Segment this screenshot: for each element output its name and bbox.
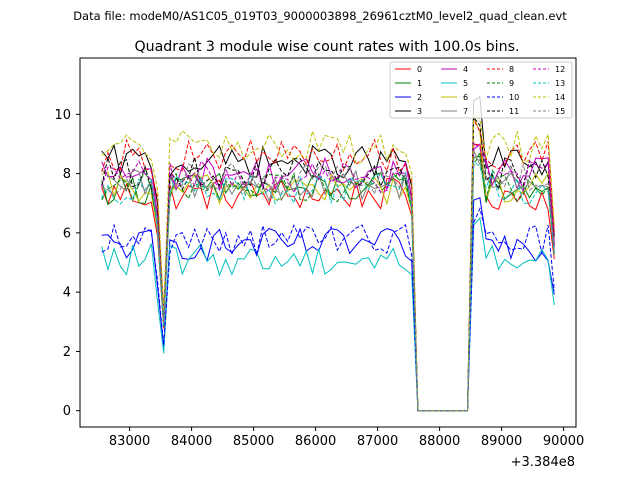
x-tick-label: 87000: [357, 434, 398, 449]
x-axis: 83000 84000 85000 86000 87000 88000 89000 90000: [109, 427, 584, 449]
legend-label-0: 0: [417, 65, 422, 74]
legend-label-15: 15: [555, 107, 565, 116]
series-line-10: [101, 206, 555, 412]
legend-label-14: 14: [555, 93, 565, 102]
legend-box: [389, 61, 573, 119]
suptitle: Data file: modeM0/AS1C05_019T03_90000038…: [73, 9, 567, 23]
legend-label-7: 7: [463, 107, 468, 116]
legend-label-8: 8: [509, 65, 514, 74]
series-line-2: [101, 197, 555, 412]
legend-label-3: 3: [417, 107, 422, 116]
series-line-5: [101, 216, 555, 412]
x-tick-label: 86000: [295, 434, 336, 449]
legend-label-1: 1: [417, 79, 422, 88]
x-tick-label: 83000: [109, 434, 150, 449]
series-lines: [101, 95, 555, 412]
y-axis: 0 2 4 6 8 10: [54, 108, 80, 419]
x-tick-label: 88000: [419, 434, 460, 449]
plot-area: [79, 57, 577, 428]
chart-title: Quadrant 3 module wise count rates with …: [134, 39, 519, 55]
legend-label-10: 10: [509, 93, 519, 102]
series-line-7: [101, 150, 555, 412]
x-tick-label: 89000: [481, 434, 522, 449]
x-tick-label: 85000: [233, 434, 274, 449]
y-tick-label: 2: [63, 345, 71, 360]
legend-label-6: 6: [463, 93, 468, 102]
y-tick-label: 10: [54, 108, 71, 123]
x-tick-label: 90000: [543, 434, 584, 449]
legend-label-13: 13: [555, 79, 565, 88]
legend-label-9: 9: [509, 79, 514, 88]
axes-frame: [79, 57, 577, 428]
series-line-13: [101, 160, 555, 412]
y-tick-label: 6: [63, 226, 71, 241]
legend-label-12: 12: [555, 65, 565, 74]
legend-label-2: 2: [417, 93, 422, 102]
y-tick-label: 0: [63, 404, 71, 419]
y-tick-label: 8: [63, 167, 71, 182]
legend-label-5: 5: [463, 79, 468, 88]
series-line-8: [101, 119, 555, 412]
legend-label-4: 4: [463, 65, 468, 74]
series-line-11: [101, 115, 555, 412]
y-tick-label: 4: [63, 286, 71, 301]
x-tick-label: 84000: [171, 434, 212, 449]
x-offset-label: +3.384e8: [511, 455, 575, 470]
series-line-15: [101, 157, 555, 412]
legend-label-11: 11: [509, 107, 519, 116]
